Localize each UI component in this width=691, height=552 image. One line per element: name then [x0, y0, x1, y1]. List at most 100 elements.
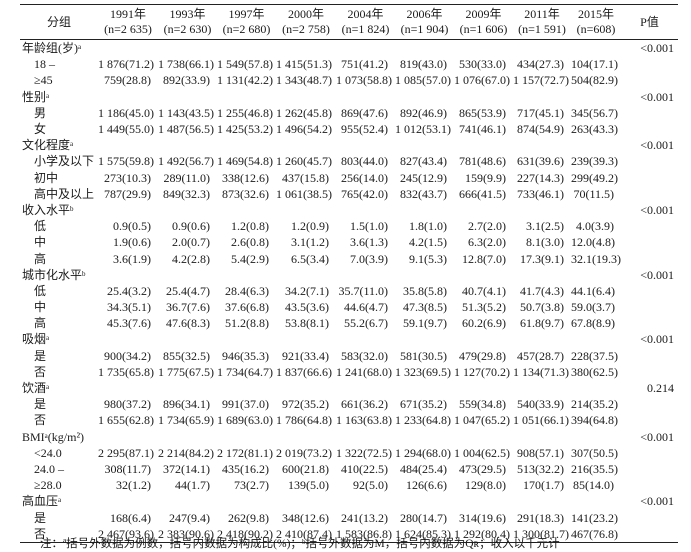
group-label: 城市化水平b [20, 267, 98, 283]
empty-cell [621, 234, 678, 250]
value-cell: 263(43.3) [571, 122, 618, 137]
value-cell: 25.4(3.2) [107, 283, 151, 298]
year-label: 2015年 [577, 7, 614, 21]
empty-cell [621, 396, 678, 412]
value-cell: 3.6(1.9) [113, 251, 151, 266]
value-cell: 1 241(68.0) [336, 364, 392, 379]
value-cell: 865(53.9) [459, 105, 506, 120]
empty-cell [98, 380, 158, 396]
value-cell: 661(36.2) [341, 397, 388, 412]
table-row: 否 2 467(93.6) 2 383(90.6) 2 418(90.2) 2 410(… [20, 526, 678, 543]
table-row: 低 25.4(3.2) 25.4(4.7) 28.4(6.3) 34.2(7.1) 35.… [20, 283, 678, 299]
group-row: 文化程度a <0.001 [20, 137, 678, 153]
row-label: 高 [34, 251, 47, 266]
table-row: 否 1 655(62.8) 1 734(65.9) 1 689(63.0) 1 786(… [20, 412, 678, 428]
row-label: 低 [34, 219, 47, 234]
year-column-header: 2004年 (n=1 824) [336, 5, 395, 40]
value-cell: 733(46.1) [517, 186, 564, 201]
year-column-header: 2011年 (n=1 591) [513, 5, 571, 40]
table-row: 低 0.9(0.5) 0.9(0.6) 1.2(0.8) 1.2(0.9) 1.5(1.0… [20, 218, 678, 234]
footnote-marker: a [78, 43, 82, 52]
value-cell: 467(76.8) [571, 526, 618, 541]
footnote-marker: b [70, 204, 74, 213]
sample-size: (n=1 824) [341, 22, 390, 36]
value-cell: 504(82.9) [571, 73, 618, 88]
empty-cell [217, 89, 276, 105]
value-cell: 457(28.7) [517, 348, 564, 363]
value-cell: 1 837(66.6) [276, 364, 332, 379]
table-row: <24.0 2 295(87.1) 2 214(84.2) 2 172(81.1) 2 … [20, 445, 678, 461]
value-cell: 1.2(0.9) [291, 219, 329, 234]
empty-cell [158, 429, 217, 445]
value-cell: 53.8(8.1) [285, 316, 329, 331]
empty-cell [158, 267, 217, 283]
sample-size: (n=1 606) [459, 22, 508, 36]
empty-cell [217, 331, 276, 347]
value-cell: 1 469(54.8) [217, 154, 273, 169]
row-label: 中 [34, 235, 47, 250]
table-body: 年龄组(岁)a <0.001 18 –1 876(71.2) 1 738(66.1) 1… [20, 40, 678, 543]
value-cell: 781(48.6) [459, 154, 506, 169]
empty-cell [513, 331, 571, 347]
value-cell: 126(6.6) [406, 478, 447, 493]
empty-cell [98, 429, 158, 445]
group-label: 收入水平b [20, 202, 98, 218]
empty-cell [395, 89, 454, 105]
value-cell: 581(30.5) [400, 348, 447, 363]
group-label: 年龄组(岁)a [20, 40, 98, 57]
value-cell: 227(14.3) [517, 170, 564, 185]
table-row: 女 1 449(55.0) 1 487(56.5) 1 425(53.2) 1 496(… [20, 121, 678, 137]
value-cell: 559(34.8) [459, 397, 506, 412]
value-cell: 980(37.2) [104, 397, 151, 412]
value-cell: 4.0(3.9) [576, 219, 614, 234]
table-row: 初中 273(10.3) 289(11.0) 338(12.6) 437(15.8) 25… [20, 170, 678, 186]
group-label-text: 饮酒 [22, 381, 47, 396]
empty-cell [621, 315, 678, 331]
value-cell: 1 549(57.8) [217, 57, 273, 72]
value-cell: 28.4(6.3) [225, 283, 269, 298]
empty-cell [158, 40, 217, 57]
value-cell: 1 076(67.0) [454, 73, 510, 88]
empty-cell [336, 429, 395, 445]
value-cell: 141(23.2) [571, 510, 618, 525]
empty-cell [158, 202, 217, 218]
empty-cell [621, 121, 678, 137]
year-column-header: 2015年 (n=608) [571, 5, 621, 40]
value-cell: 291(18.3) [517, 510, 564, 525]
value-cell: 1.8(1.0) [409, 219, 447, 234]
empty-cell [276, 40, 336, 57]
sample-size: (n=1 904) [400, 22, 449, 36]
value-cell: 1 322(72.5) [336, 445, 392, 460]
row-label: <24.0 [34, 445, 62, 460]
value-cell: 473(29.5) [459, 461, 506, 476]
empty-cell [395, 331, 454, 347]
empty-cell [395, 267, 454, 283]
value-cell: 1.5(1.0) [350, 219, 388, 234]
value-cell: 1 734(64.7) [217, 364, 273, 379]
value-cell: 44.1(6.4) [571, 283, 615, 298]
empty-cell [621, 153, 678, 169]
value-cell: 1 233(64.8) [395, 413, 451, 428]
empty-cell [621, 186, 678, 202]
value-cell: 717(45.1) [517, 105, 564, 120]
value-cell: 671(35.2) [400, 397, 447, 412]
value-cell: 540(33.9) [517, 397, 564, 412]
value-cell: 307(50.5) [571, 445, 618, 460]
value-cell: 32.1(19.3) [571, 251, 621, 266]
empty-cell [336, 493, 395, 509]
group-row: 收入水平b <0.001 [20, 202, 678, 218]
value-cell: 759(28.8) [104, 73, 151, 88]
value-cell: 40.7(4.1) [462, 283, 506, 298]
footnote-marker: a [46, 91, 50, 100]
value-cell: 6.3(2.0) [468, 235, 506, 250]
value-cell: 513(32.2) [517, 461, 564, 476]
sample-size: (n=1 591) [518, 22, 566, 36]
row-label: ≥45 [34, 73, 53, 88]
footnote-marker: a [46, 334, 50, 343]
empty-cell [217, 267, 276, 283]
value-cell: 892(33.9) [163, 73, 210, 88]
value-cell: 345(56.7) [571, 105, 618, 120]
value-cell: 1 051(66.1) [513, 413, 569, 428]
footnote-marker: a [58, 496, 62, 505]
p-value: 0.214 [647, 380, 674, 395]
